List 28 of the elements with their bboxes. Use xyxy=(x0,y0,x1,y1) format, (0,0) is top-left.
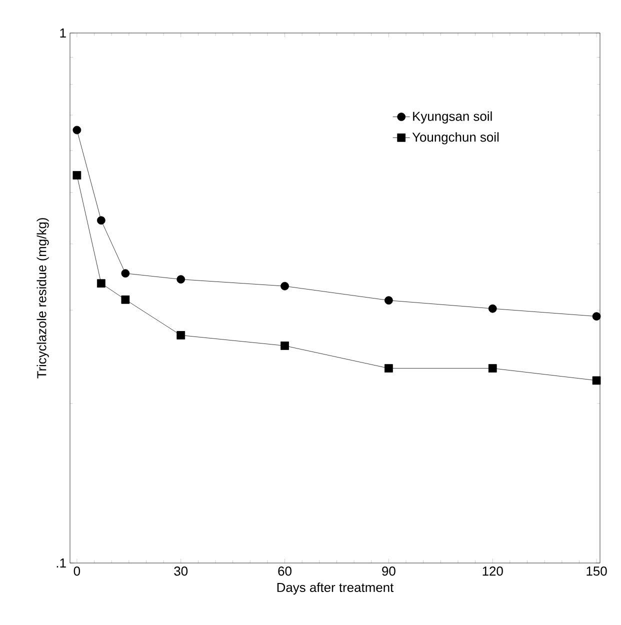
point xyxy=(280,282,289,290)
point xyxy=(96,279,106,288)
point xyxy=(488,304,497,313)
point xyxy=(121,269,130,278)
x-tick-label: 90 xyxy=(382,566,396,576)
x-tick-label: 150 xyxy=(586,566,607,576)
point xyxy=(488,364,497,372)
x-tick-label: 60 xyxy=(278,566,292,576)
legend-label: Kyungsan soil xyxy=(413,111,492,124)
point xyxy=(592,376,601,385)
point xyxy=(280,342,289,350)
point xyxy=(72,126,82,134)
legend-label: Youngchun soil xyxy=(412,132,499,144)
point xyxy=(96,216,106,225)
point xyxy=(72,171,82,180)
point xyxy=(176,331,186,340)
point xyxy=(176,275,186,284)
point xyxy=(384,296,393,305)
x-tick-label: 0 xyxy=(74,566,80,576)
x-axis-title: Days after treatment xyxy=(277,582,394,595)
point xyxy=(384,364,393,372)
point xyxy=(121,295,130,304)
x-tick-label: 30 xyxy=(174,566,188,576)
y-tick-label: 1 xyxy=(60,28,66,38)
y-tick-label: .1 xyxy=(56,558,66,568)
x-tick-label: 120 xyxy=(482,566,503,576)
point xyxy=(592,312,601,321)
y-axis-title: Tricyclazole residue (mg/kg) xyxy=(36,218,49,378)
